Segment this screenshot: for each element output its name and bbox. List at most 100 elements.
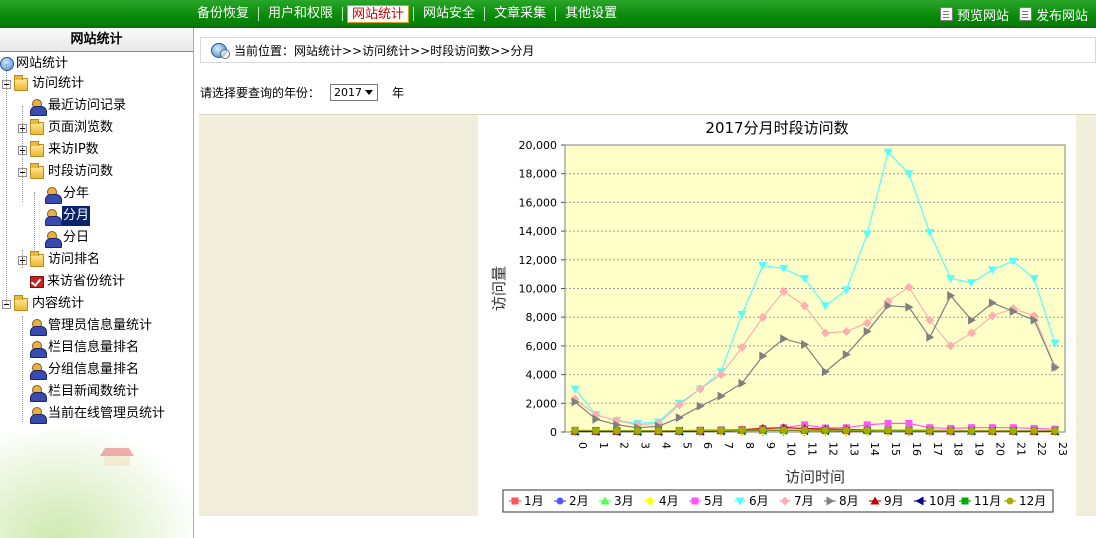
sidebar-item[interactable]: 访问排名 — [18, 250, 101, 270]
data-point — [863, 327, 872, 337]
data-point — [674, 400, 684, 410]
data-point — [695, 384, 705, 394]
sidebar-item[interactable]: 时段访问数 — [18, 162, 114, 182]
legend-marker — [600, 496, 610, 505]
data-point — [1030, 315, 1039, 325]
data-point — [613, 427, 621, 435]
sidebar-item-label: 栏目信息量排名 — [48, 340, 140, 355]
data-point — [883, 296, 893, 306]
legend-marker — [511, 497, 519, 505]
y-tick-label: 8,000 — [526, 311, 558, 324]
data-point — [947, 291, 956, 301]
data-point — [801, 426, 809, 434]
legend-label: 5月 — [704, 494, 724, 508]
x-tick-label: 22 — [1035, 442, 1048, 456]
data-point — [738, 426, 746, 434]
x-tick-label: 17 — [931, 442, 944, 456]
x-tick-label: 12 — [826, 442, 839, 456]
data-point — [738, 378, 747, 388]
legend-marker — [961, 497, 969, 505]
sidebar-item[interactable]: 页面浏览数 — [18, 118, 114, 138]
x-tick-label: 19 — [973, 442, 986, 456]
data-point — [1009, 306, 1018, 316]
sidebar-item[interactable]: 栏目信息量排名 — [30, 338, 140, 358]
globe-icon — [0, 57, 14, 71]
data-point — [675, 427, 683, 435]
legend-label: 6月 — [749, 494, 769, 508]
sidebar-item[interactable]: 当前在线管理员统计 — [30, 404, 166, 424]
legend-box — [502, 489, 1054, 513]
year-unit-label: 年 — [392, 85, 405, 100]
tree-connector — [22, 250, 23, 268]
sidebar-item[interactable]: 分日 — [45, 228, 90, 248]
sidebar-item[interactable]: 管理员信息量统计 — [30, 316, 153, 336]
breadcrumb-text: 当前位置：网站统计>>访问统计>>时段访问数>>分月 — [234, 43, 535, 58]
tree-connector — [22, 106, 23, 202]
house-illustration — [100, 448, 134, 466]
sidebar-item[interactable]: 内容统计 — [2, 294, 85, 314]
tab-separator — [413, 7, 415, 21]
data-point — [842, 426, 850, 434]
x-tick-label: 0 — [576, 442, 589, 449]
data-point — [842, 350, 851, 360]
x-tick-label: 3 — [639, 442, 652, 449]
data-point — [884, 419, 892, 427]
legend-marker — [1006, 497, 1014, 505]
top-nav-tab[interactable]: 网站安全 — [423, 6, 476, 21]
report-icon — [30, 276, 44, 288]
data-point — [779, 286, 789, 296]
legend-label: 12月 — [1019, 494, 1046, 508]
sidebar-item[interactable]: 分组信息量排名 — [30, 360, 140, 380]
legend-label: 1月 — [524, 494, 544, 508]
folder-icon — [14, 294, 28, 311]
sidebar-item-label: 页面浏览数 — [48, 120, 114, 135]
x-tick-label: 2 — [618, 442, 631, 449]
sidebar-item-label: 访问排名 — [48, 252, 101, 267]
sidebar-item[interactable]: 栏目新闻数统计 — [30, 382, 140, 402]
data-point — [904, 282, 914, 292]
legend-marker — [556, 497, 564, 505]
tab-separator — [484, 7, 486, 21]
sidebar-item[interactable]: 最近访问记录 — [30, 96, 127, 116]
year-select[interactable]: 2017 — [330, 83, 379, 101]
top-nav-tab[interactable]: 文章采集 — [494, 6, 547, 21]
data-point — [696, 401, 705, 411]
users-icon — [30, 318, 47, 336]
users-icon — [30, 98, 47, 116]
tree-connector — [22, 316, 23, 422]
data-point — [800, 274, 810, 283]
sidebar-item-label: 来访IP数 — [48, 142, 99, 157]
legend-label: 11月 — [974, 494, 1001, 508]
data-point — [841, 286, 851, 295]
preview-site-link[interactable]: 预览网站 — [939, 5, 1009, 24]
sidebar-item-label: 来访省份统计 — [47, 274, 126, 289]
sidebar-item-label: 时段访问数 — [48, 164, 114, 179]
top-nav-tab[interactable]: 用户和权限 — [268, 6, 334, 21]
legend-marker — [645, 496, 655, 506]
sidebar-item[interactable]: 来访省份统计 — [30, 272, 126, 292]
data-point — [947, 426, 955, 434]
sidebar-item[interactable]: 访问统计 — [2, 74, 85, 94]
sidebar-item[interactable]: 网站统计 — [0, 54, 69, 74]
data-point — [884, 426, 892, 434]
sidebar-item[interactable]: 分月 — [45, 206, 91, 226]
top-nav-right-links: 预览网站 发布网站 — [930, 0, 1088, 28]
data-point — [1009, 427, 1017, 435]
sidebar-item[interactable]: 分年 — [45, 184, 90, 204]
legend-marker — [915, 496, 924, 506]
publish-site-link[interactable]: 发布网站 — [1018, 5, 1088, 24]
data-point — [968, 426, 976, 434]
top-nav-tab[interactable]: 备份恢复 — [197, 6, 250, 21]
data-point — [696, 426, 704, 434]
data-point — [759, 351, 768, 361]
folder-icon — [30, 162, 44, 179]
data-point — [1030, 427, 1038, 435]
sidebar-item[interactable]: 来访IP数 — [18, 140, 100, 160]
data-point — [737, 342, 747, 352]
top-nav-tab[interactable]: 其他设置 — [565, 6, 618, 21]
users-icon — [45, 186, 62, 204]
sidebar-title: 网站统计 — [0, 28, 193, 52]
top-nav-tab[interactable]: 网站统计 — [347, 5, 410, 23]
x-tick-label: 15 — [889, 442, 902, 456]
sidebar: 网站统计 网站统计 访问统计 最近访问记录 页面浏览数 来访IP数 时段访问数 分年 分月 分日… — [0, 28, 194, 538]
